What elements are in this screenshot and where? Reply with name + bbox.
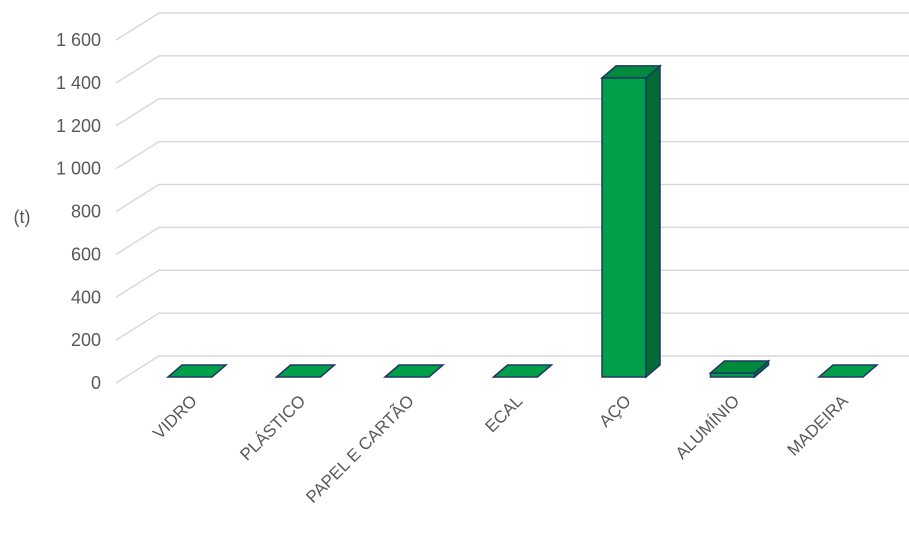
bar-vidro xyxy=(165,364,229,378)
y-tick-label: 1 400 xyxy=(56,73,101,93)
x-category-label: MADEIRA xyxy=(784,391,853,460)
x-category-label: ALUMÍNIO xyxy=(672,391,744,463)
y-tick-label: 1 600 xyxy=(56,30,101,50)
y-tick-label: 0 xyxy=(91,373,101,393)
bar-top xyxy=(599,65,663,79)
y-tick-label: 400 xyxy=(71,287,101,307)
y-axis-tick-labels: 0 200 400 600 800 1 000 1 200 1 400 1 600 xyxy=(56,30,101,393)
y-tick-label: 800 xyxy=(71,202,101,222)
gridlines xyxy=(115,12,909,384)
x-category-label: ECAL xyxy=(481,391,526,436)
y-tick-label: 600 xyxy=(71,244,101,264)
bar-plástico xyxy=(274,364,337,378)
gridline xyxy=(115,12,909,41)
bar-aço xyxy=(599,64,663,379)
gridline xyxy=(115,183,909,213)
bar-madeira xyxy=(816,364,880,378)
bar-top xyxy=(708,360,771,374)
bar-top xyxy=(816,364,880,378)
gridline xyxy=(115,98,909,127)
x-category-label: PAPEL E CARTÃO xyxy=(302,391,417,506)
bar-top xyxy=(165,364,229,378)
bar-top xyxy=(274,364,337,378)
y-axis-label: (t) xyxy=(14,207,31,227)
bar-front xyxy=(601,77,647,378)
gridline xyxy=(115,269,909,298)
bars xyxy=(165,64,880,379)
gridline xyxy=(115,226,909,256)
bar-top xyxy=(491,364,554,378)
bar-alumínio xyxy=(708,359,771,379)
gridline xyxy=(115,312,909,341)
bar-top xyxy=(382,364,446,378)
x-category-label: AÇO xyxy=(595,391,634,430)
y-tick-label: 1 000 xyxy=(56,159,101,179)
bar-side xyxy=(645,64,661,379)
bar-papel-e-cartão xyxy=(382,364,446,378)
y-tick-label: 1 200 xyxy=(56,116,101,136)
y-tick-label: 200 xyxy=(71,330,101,350)
gridline xyxy=(115,55,909,84)
x-category-label: PLÁSTICO xyxy=(236,391,309,464)
gridline xyxy=(115,140,909,170)
x-category-label: VIDRO xyxy=(149,391,201,443)
bar-ecal xyxy=(491,364,554,378)
